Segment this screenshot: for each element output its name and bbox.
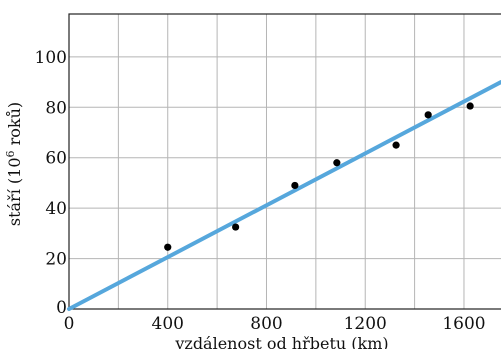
data-point — [291, 181, 299, 190]
y-axis-label-part-1: stáří (10 — [5, 157, 24, 226]
data-point — [392, 141, 400, 149]
data-point — [424, 111, 432, 119]
y-tick-label: 20 — [45, 250, 67, 270]
x-tick-label: 1600 — [442, 314, 485, 334]
y-tick-label: 0 — [56, 298, 67, 318]
y-axis-label-part-2: roků) — [5, 102, 24, 151]
data-point — [164, 243, 172, 251]
y-axis-label: stáří (106 roků) — [4, 102, 25, 226]
y-tick-label: 80 — [45, 98, 67, 118]
x-tick-label: 400 — [152, 314, 184, 334]
x-tick-labels: 0 400 800 1200 1600 — [64, 314, 486, 334]
y-tick-labels: 0 20 40 60 80 100 — [35, 48, 67, 318]
x-tick-label: 800 — [250, 314, 282, 334]
data-point — [232, 223, 240, 231]
plot-frame — [68, 13, 501, 310]
x-tick-label: 1200 — [344, 314, 387, 334]
x-axis-label: vzdálenost od hřbetu (km) — [174, 334, 388, 349]
data-point — [333, 159, 341, 167]
fit-line — [67, 80, 501, 311]
y-axis-label-exponent: 6 — [4, 150, 17, 157]
y-tick-label: 100 — [35, 48, 67, 68]
data-points — [164, 102, 474, 251]
grid-lines — [69, 14, 501, 309]
data-point — [466, 102, 474, 110]
y-tick-label: 60 — [45, 149, 67, 169]
x-tick-label: 0 — [64, 314, 75, 334]
y-tick-label: 40 — [45, 199, 67, 219]
